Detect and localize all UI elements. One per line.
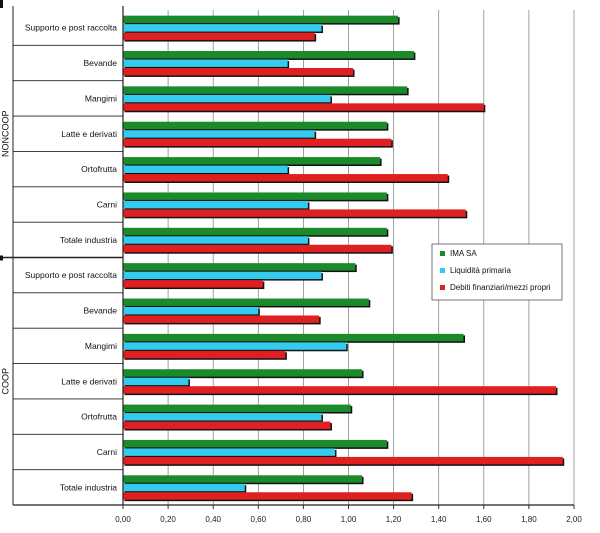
bar: [123, 59, 288, 67]
bar: [123, 15, 399, 24]
category-label: Bevande: [83, 306, 117, 316]
bar: [123, 413, 322, 421]
bar: [123, 448, 335, 456]
x-tick-label: 1,20: [386, 515, 402, 524]
bar: [123, 342, 347, 350]
category-label: Latte e derivati: [61, 376, 117, 386]
bar: [123, 103, 484, 111]
category-label: Ortofrutta: [81, 412, 117, 422]
bar: [123, 192, 387, 200]
bar: [123, 280, 263, 288]
bar: [123, 333, 464, 342]
bar: [123, 377, 189, 386]
legend-label: Liquidità primaria: [450, 266, 511, 275]
x-tick-label: 0,20: [160, 515, 176, 524]
bar: [123, 121, 387, 130]
axes: 0,00 0,20 0,40 0,60 0,80 1,00 1,20 1,40 1,60 1,80…: [0, 0, 582, 524]
x-tick-label: 0,40: [205, 515, 221, 524]
legend: IMA SA Liquidità primaria Debiti finanziar…: [431, 243, 563, 301]
corner-mark: [0, 0, 3, 8]
bar: [123, 67, 354, 76]
bar: [123, 86, 408, 94]
bar: [123, 263, 356, 271]
bar: [123, 421, 331, 429]
x-tick-label: 0,60: [251, 515, 267, 524]
category-label: Ortofrutta: [81, 164, 117, 174]
bar: [123, 307, 259, 315]
legend-box: [431, 243, 563, 301]
bar: [123, 165, 288, 173]
bar: [123, 386, 556, 394]
legend-label: IMA SA: [450, 249, 477, 258]
x-tick-label: 1,60: [476, 515, 492, 524]
bar: [123, 244, 392, 253]
bar: [123, 369, 363, 377]
bar: [123, 157, 381, 165]
bar: [123, 138, 392, 147]
x-tick-label: 2,00: [566, 515, 582, 524]
bar: [123, 456, 563, 465]
bar: [123, 271, 322, 280]
x-tick-label: 1,40: [431, 515, 447, 524]
bar: [123, 32, 315, 41]
corner-mark: [0, 255, 3, 261]
category-label: Latte e derivati: [61, 129, 117, 139]
legend-label: Debiti finanziari/mezzi propri: [450, 283, 551, 292]
bar: [123, 236, 308, 244]
category-label: Totale industria: [60, 235, 117, 245]
category-labels: Supporto e post raccolta Bevande Mangimi La…: [25, 23, 117, 493]
bar: [123, 315, 320, 323]
x-tick-label: 1,00: [341, 515, 357, 524]
bar: [123, 350, 286, 359]
legend-swatch: [440, 251, 445, 256]
x-tick-label: 0,80: [296, 515, 312, 524]
bar: [123, 475, 363, 483]
bar: [123, 492, 412, 500]
legend-swatch: [440, 285, 445, 290]
bar: [123, 209, 466, 217]
category-label: Carni: [97, 447, 117, 457]
bar: [123, 439, 387, 448]
group-label: COOP: [0, 368, 10, 395]
bar: [123, 130, 315, 138]
category-label: Supporto e post raccolta: [25, 270, 117, 280]
category-label: Bevande: [83, 58, 117, 68]
category-label: Mangimi: [85, 341, 117, 351]
bar: [123, 483, 245, 492]
legend-swatch: [440, 268, 445, 273]
bar: [123, 404, 351, 413]
category-label: Carni: [97, 199, 117, 209]
bars: [123, 15, 565, 502]
category-label: Mangimi: [85, 93, 117, 103]
bar: [123, 174, 448, 182]
x-tick-label: 0,00: [115, 515, 131, 524]
bar: [123, 227, 387, 236]
group-label: NONCOOP: [0, 110, 10, 157]
bar: [123, 298, 369, 306]
bar: [123, 200, 308, 209]
bar: [123, 24, 322, 32]
bar: [123, 94, 331, 103]
bar: [123, 51, 414, 59]
group-labels: NONCOOP COOP: [0, 110, 10, 394]
category-label: Supporto e post raccolta: [25, 23, 117, 33]
x-tick-label: 1,80: [521, 515, 537, 524]
category-label: Totale industria: [60, 482, 117, 492]
